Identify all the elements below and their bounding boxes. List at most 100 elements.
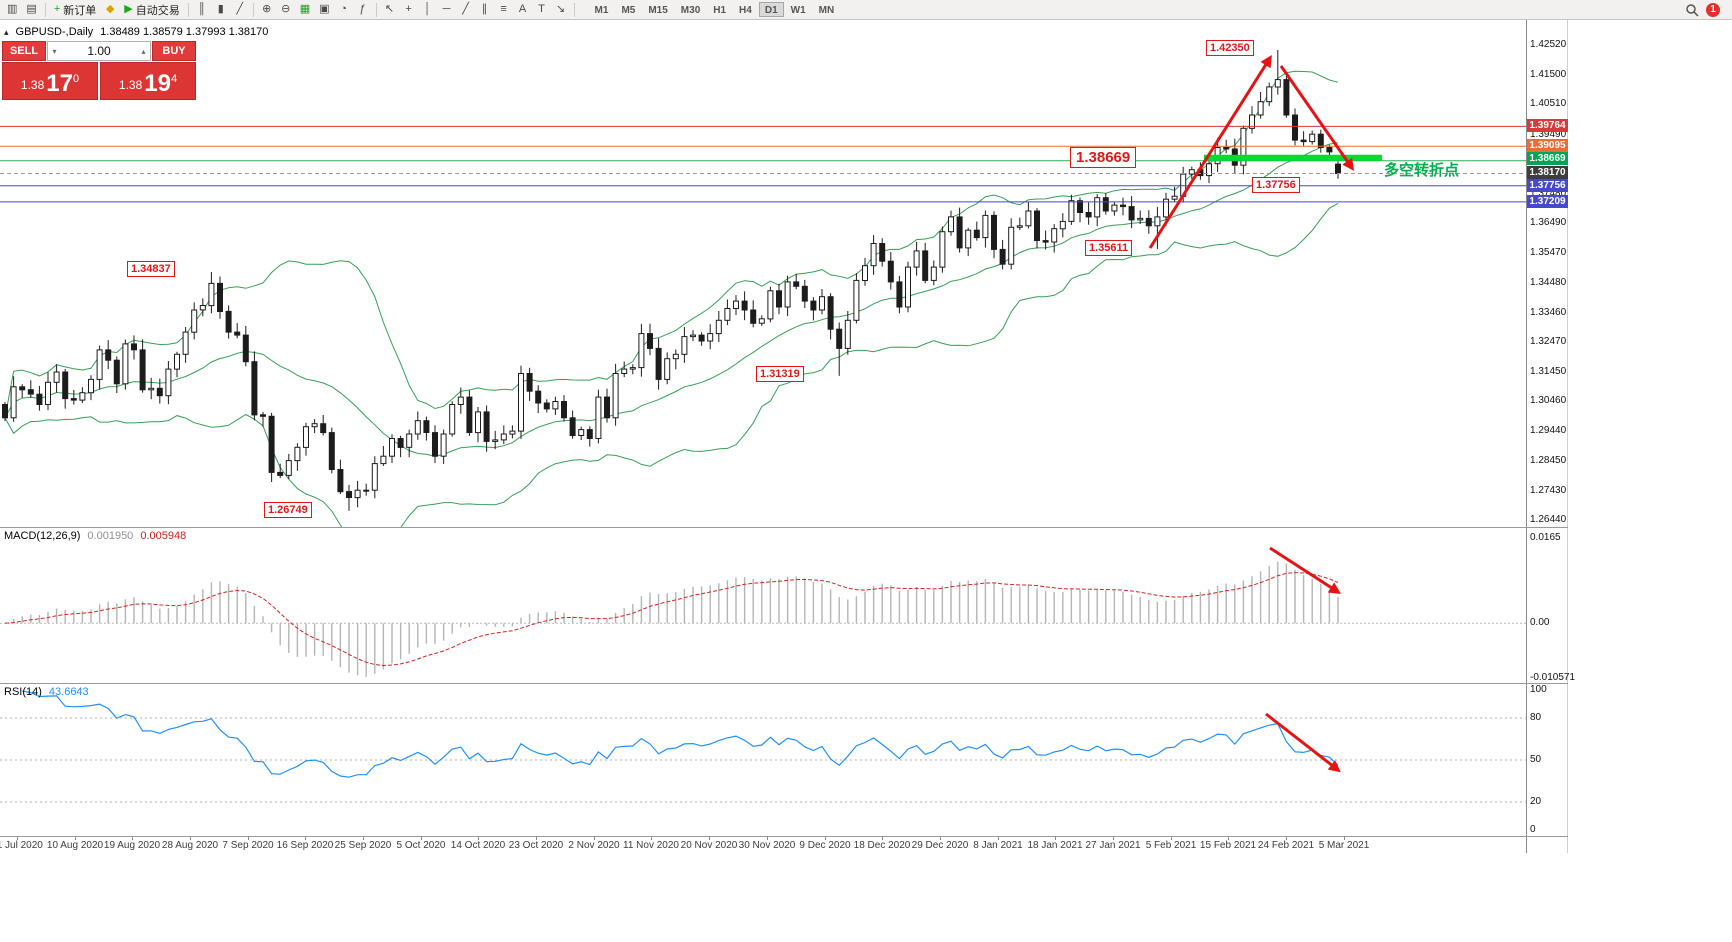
rsi-scale-label: 50: [1530, 754, 1542, 765]
time-tick: [248, 837, 249, 840]
new-chart-button[interactable]: ▥: [3, 1, 21, 18]
bar-chart-mode-button[interactable]: ║: [193, 1, 211, 18]
search-icon[interactable]: [1685, 3, 1699, 17]
cursor-tool-button[interactable]: ↖: [381, 1, 399, 18]
timeframe-m15[interactable]: M15: [648, 5, 668, 16]
zoom-in-button[interactable]: ⊕: [258, 1, 276, 18]
horizontal-line-tool-button[interactable]: ─: [438, 1, 456, 18]
vertical-line-tool-button[interactable]: │: [419, 1, 437, 18]
auto-trading-icon: ▶: [124, 3, 133, 15]
time-tick: [536, 837, 537, 840]
macd-panel[interactable]: [0, 528, 1526, 683]
rsi-value: 43.6643: [48, 686, 89, 698]
panel-separator[interactable]: [0, 836, 1568, 837]
time-tick: [882, 837, 883, 840]
time-label: 19 Aug 2020: [103, 840, 161, 851]
time-label: 29 Dec 2020: [911, 840, 969, 851]
sell-button[interactable]: SELL: [2, 41, 46, 61]
price-tag: 1.37756: [1527, 179, 1568, 192]
price-tag: 1.37209: [1527, 195, 1568, 208]
volume-increase-button[interactable]: ▴: [141, 46, 146, 56]
time-label: 14 Oct 2020: [450, 840, 506, 851]
price-chart-canvas[interactable]: [0, 20, 1526, 527]
time-tick: [651, 837, 652, 840]
price-tag: 1.38669: [1527, 152, 1568, 165]
zoom-out-button[interactable]: ⊖: [277, 1, 295, 18]
chart-profiles-button[interactable]: ▤: [22, 1, 40, 18]
time-tick: [190, 837, 191, 840]
price-tick-label: 1.30460: [1530, 395, 1567, 406]
experts-button[interactable]: ◆: [101, 1, 119, 18]
period-clock-button[interactable]: ◔: [335, 1, 353, 18]
bollinger-upper-band: [4, 70, 1339, 418]
fibonacci-tool-button[interactable]: ≡: [495, 1, 513, 18]
rsi-panel[interactable]: [0, 684, 1526, 836]
indicators-button[interactable]: ƒ: [354, 1, 372, 18]
timeframe-d1[interactable]: D1: [758, 2, 784, 17]
buy-button[interactable]: BUY: [152, 41, 196, 61]
timeframe-m30[interactable]: M30: [680, 5, 701, 16]
timeframe-h4[interactable]: H4: [739, 5, 752, 16]
auto-trading-button[interactable]: ▶ 自动交易: [120, 1, 183, 18]
price-tick-label: 1.26440: [1530, 514, 1567, 525]
macd-scale-bottom: -0.010571: [1530, 672, 1576, 683]
macd-name: MACD(12,26,9): [4, 530, 81, 542]
time-tick: [305, 837, 306, 840]
tile-windows-button[interactable]: ▦: [296, 1, 314, 18]
timeframe-mn[interactable]: MN: [818, 5, 835, 16]
price-tick-label: 1.28450: [1530, 455, 1567, 466]
experts-icon: ◆: [106, 3, 115, 15]
price-tick-label: 1.27430: [1530, 485, 1567, 496]
line-chart-mode-icon: ╱: [236, 3, 244, 15]
volume-decrease-button[interactable]: ▾: [52, 46, 57, 56]
crosshair-tool-icon: +: [405, 3, 412, 15]
time-label: 18 Jan 2021: [1027, 840, 1083, 851]
macd-scale-zero: 0.00: [1530, 617, 1550, 628]
timeframe-h1[interactable]: H1: [713, 5, 727, 16]
time-label: 25 Sep 2020: [334, 840, 392, 851]
ohlc-values: 1.38489 1.38579 1.37993 1.38170: [100, 26, 269, 38]
time-tick: [767, 837, 768, 840]
one-click-collapse-icon[interactable]: ▴: [4, 26, 9, 37]
line-chart-mode-button[interactable]: ╱: [231, 1, 249, 18]
panel-separator[interactable]: [0, 683, 1568, 684]
data-window-button[interactable]: ▣: [315, 1, 333, 18]
candlestick-mode-button[interactable]: ▮: [212, 1, 230, 18]
symbol-period-label: GBPUSD-,Daily: [15, 26, 94, 38]
timeframe-m1[interactable]: M1: [594, 5, 609, 16]
channel-tool-button[interactable]: ∥: [476, 1, 494, 18]
time-tick: [1113, 837, 1114, 840]
timeframe-w1[interactable]: W1: [790, 5, 806, 16]
chart-window: 1.42520 1.41500 1.40510 1.39490 1.37480 1.364…: [0, 20, 1732, 942]
trend-arrow: [1148, 54, 1272, 249]
volume-stepper: ▾ ▴: [47, 41, 151, 61]
time-label: 16 Sep 2020: [276, 840, 334, 851]
cursor-tool-icon: ↖: [384, 3, 395, 15]
indicators-icon: ƒ: [359, 3, 366, 15]
arrows-tool-button[interactable]: ↘: [552, 1, 570, 18]
toolbar-separator: [187, 2, 189, 17]
volume-input[interactable]: [61, 44, 137, 58]
sell-price-button[interactable]: 1.38 17 0: [2, 62, 98, 100]
fibonacci-tool-icon: ≡: [500, 3, 507, 15]
text-tool-button[interactable]: A: [514, 1, 532, 18]
macd-signal-value: 0.005948: [140, 530, 187, 542]
label-tool-button[interactable]: T: [533, 1, 551, 18]
price-scale[interactable]: 1.42520 1.41500 1.40510 1.39490 1.37480 1.364…: [1526, 20, 1575, 853]
time-tick: [1344, 837, 1345, 840]
panel-separator[interactable]: [0, 527, 1568, 528]
crosshair-tool-button[interactable]: +: [400, 1, 418, 18]
timeframe-m5[interactable]: M5: [621, 5, 636, 16]
notification-badge[interactable]: 1: [1706, 2, 1720, 17]
buy-price-button[interactable]: 1.38 19 4: [100, 62, 196, 100]
time-tick: [998, 837, 999, 840]
time-label: 15 Feb 2021: [1199, 840, 1257, 851]
trendline-tool-button[interactable]: ╱: [457, 1, 475, 18]
price-tag: 1.38170: [1527, 166, 1568, 179]
macd-label: MACD(12,26,9) 0.001950 0.005948: [4, 530, 186, 542]
price-tick-label: 1.41500: [1530, 69, 1567, 80]
new-order-button[interactable]: + 新订单: [50, 1, 100, 18]
candles: [2, 50, 1341, 511]
time-label: 28 Aug 2020: [161, 840, 219, 851]
